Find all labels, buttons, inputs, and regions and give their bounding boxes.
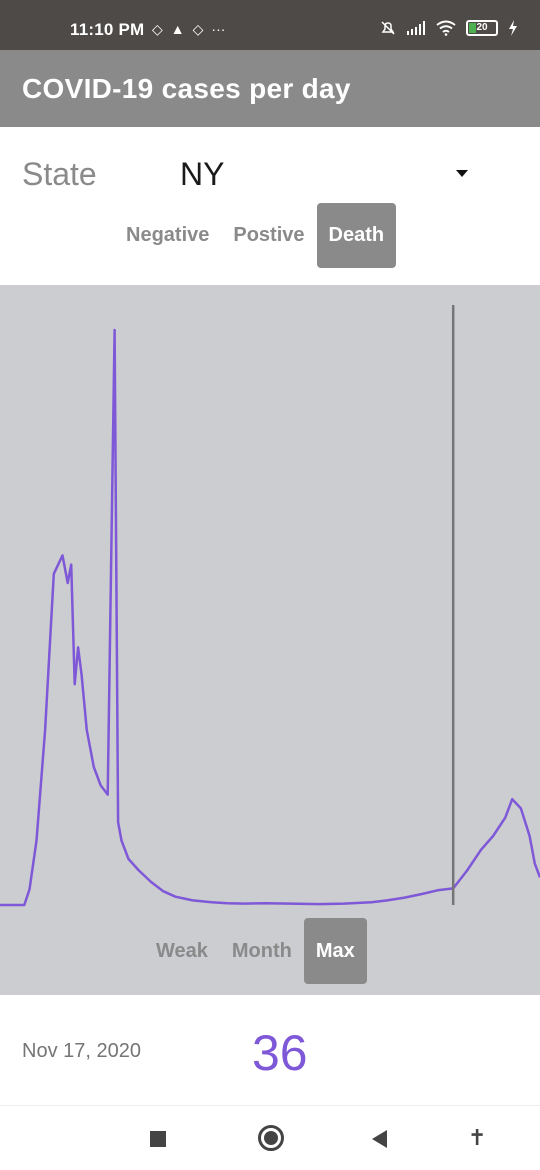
series-line bbox=[0, 328, 540, 907]
line-chart[interactable] bbox=[0, 285, 540, 925]
dropdown-arrow-icon bbox=[456, 170, 468, 177]
status-notification-icons: ◇ ▲ ◇ ··· bbox=[152, 20, 225, 38]
status-bar: 11:10 PM ◇ ▲ ◇ ··· 20 bbox=[0, 0, 540, 50]
state-value: NY bbox=[180, 156, 225, 192]
metric-tabs: Negative Postive Death bbox=[114, 203, 397, 268]
app-bar: COVID-19 cases per day bbox=[0, 50, 540, 127]
system-nav-bar: ✝ bbox=[0, 1105, 540, 1170]
chat-notification-icon: ◇ bbox=[152, 21, 163, 37]
accessibility-icon[interactable]: ✝ bbox=[468, 1125, 487, 1150]
state-label: State bbox=[22, 156, 97, 192]
back-icon[interactable] bbox=[372, 1130, 387, 1148]
status-time: 11:10 PM bbox=[70, 20, 145, 39]
more-notifications-icon: ··· bbox=[211, 21, 226, 37]
selected-date: Nov 17, 2020 bbox=[22, 1040, 141, 1062]
chart-panel[interactable]: Weak Month Max bbox=[0, 285, 540, 995]
mute-icon bbox=[381, 21, 395, 35]
wifi-icon bbox=[436, 20, 456, 36]
home-icon[interactable] bbox=[258, 1125, 284, 1151]
tab-negative[interactable]: Negative bbox=[126, 224, 210, 246]
range-tab-max[interactable]: Max bbox=[303, 918, 367, 984]
warning-icon: ▲ bbox=[170, 21, 185, 37]
battery-icon: 20 bbox=[466, 20, 498, 36]
signal-icon bbox=[407, 21, 425, 35]
selected-value: 36 bbox=[252, 1025, 308, 1081]
status-system-icons: 20 bbox=[380, 20, 518, 36]
state-dropdown[interactable]: NY bbox=[180, 152, 480, 198]
charging-icon bbox=[509, 20, 517, 36]
tab-positive[interactable]: Postive bbox=[233, 224, 305, 246]
chat-notification-icon-2: ◇ bbox=[192, 21, 204, 37]
recents-icon[interactable] bbox=[150, 1131, 166, 1147]
range-tab-weak[interactable]: Weak bbox=[156, 939, 208, 962]
range-tabs: Weak Month Max bbox=[144, 918, 367, 984]
app-title: COVID-19 cases per day bbox=[22, 73, 351, 104]
range-tab-month[interactable]: Month bbox=[231, 939, 292, 962]
tab-death[interactable]: Death bbox=[316, 203, 397, 268]
